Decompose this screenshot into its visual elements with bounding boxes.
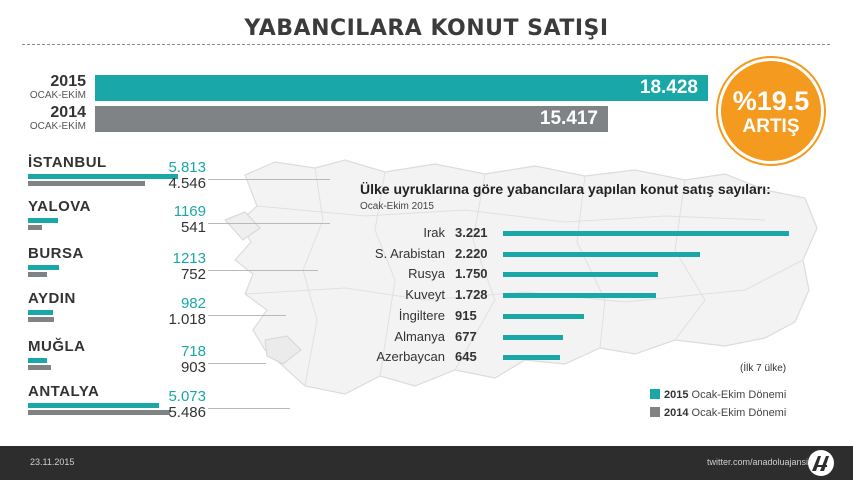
city-leader-line-4 xyxy=(208,363,266,364)
country-bar-2 xyxy=(503,272,658,277)
city-leader-line-1 xyxy=(208,223,330,224)
total-year-label-2014: 2014 OCAK-EKİM xyxy=(10,105,86,133)
city-bar-2015-4 xyxy=(28,358,47,363)
country-bar-4 xyxy=(503,314,584,319)
legend-item-2014: 2014 Ocak-Ekim Dönemi xyxy=(650,407,786,419)
city-value-2015-4: 718 xyxy=(180,343,206,360)
city-bar-2014-3 xyxy=(28,317,54,322)
country-value-2: 1.750 xyxy=(455,266,488,281)
city-leader-line-5 xyxy=(208,408,290,409)
city-bar-2014-2 xyxy=(28,272,47,277)
city-value-2014-2: 752 xyxy=(180,266,206,283)
city-value-2014-4: 903 xyxy=(180,359,206,376)
city-bar-2014-1 xyxy=(28,225,42,230)
city-name-4: MUĞLA xyxy=(28,338,86,355)
footer-date: 23.11.2015 xyxy=(30,457,75,467)
city-bar-2015-5 xyxy=(28,403,159,408)
city-value-2014-5: 5.486 xyxy=(168,404,206,421)
total-period-2014: OCAK-EKİM xyxy=(29,121,86,132)
legend-swatch-2014 xyxy=(650,407,660,417)
country-value-4: 915 xyxy=(455,308,477,323)
turkey-map-icon xyxy=(224,159,818,395)
country-value-3: 1.728 xyxy=(455,287,488,302)
country-label-1: S. Arabistan xyxy=(374,246,445,261)
city-bar-2015-3 xyxy=(28,310,53,315)
city-leader-line-0 xyxy=(208,179,330,180)
footer-bar: 23.11.2015 twitter.com/anadoluajansi xyxy=(0,446,853,480)
city-bar-2015-2 xyxy=(28,265,59,270)
country-chart-subtitle: Ocak-Ekim 2015 xyxy=(360,201,434,212)
total-value-2014: 15.417 xyxy=(539,108,598,129)
city-bar-2015-1 xyxy=(28,218,58,223)
increase-label: ARTIŞ xyxy=(742,116,800,137)
country-bar-6 xyxy=(503,355,560,360)
legend-year-2014: 2014 xyxy=(664,407,689,419)
country-label-5: Almanya xyxy=(394,329,445,344)
country-label-2: Rusya xyxy=(408,266,445,281)
city-value-2015-2: 1213 xyxy=(172,250,206,267)
title-divider xyxy=(22,44,830,45)
aa-logo-icon xyxy=(808,450,834,476)
country-label-6: Azerbaycan xyxy=(376,349,445,364)
city-bar-2014-5 xyxy=(28,410,170,415)
twitter-link[interactable]: twitter.com/anadoluajansi xyxy=(707,457,809,467)
country-label-3: Kuveyt xyxy=(405,287,445,302)
city-bar-2014-0 xyxy=(28,181,145,186)
city-bar-2015-0 xyxy=(28,174,178,179)
total-bar-2015 xyxy=(95,75,708,101)
city-value-2015-0: 5.813 xyxy=(168,159,206,176)
country-value-5: 677 xyxy=(455,329,477,344)
city-value-2015-5: 5.073 xyxy=(168,388,206,405)
city-name-0: İSTANBUL xyxy=(28,154,107,171)
country-value-0: 3.221 xyxy=(455,225,488,240)
country-bar-1 xyxy=(503,252,700,257)
city-value-2015-1: 1169 xyxy=(173,203,206,220)
legend-swatch-2015 xyxy=(650,389,660,399)
city-value-2014-0: 4.546 xyxy=(168,175,206,192)
total-period-2015: OCAK-EKİM xyxy=(29,90,86,101)
city-name-5: ANTALYA xyxy=(28,383,100,400)
city-name-3: AYDIN xyxy=(28,290,76,307)
legend-text-2015: Ocak-Ekim Dönemi xyxy=(691,389,787,401)
increase-percent: %19.5 xyxy=(732,86,810,116)
legend-year-2015: 2015 xyxy=(664,389,689,401)
country-bar-0 xyxy=(503,231,789,236)
legend-text-2014: Ocak-Ekim Dönemi xyxy=(691,407,787,419)
country-chart-title: Ülke uyruklarına göre yabancılara yapıla… xyxy=(360,181,771,197)
country-label-0: Irak xyxy=(423,225,445,240)
page-title: YABANCILARA KONUT SATIŞI xyxy=(244,16,609,41)
city-value-2014-3: 1.018 xyxy=(168,311,206,328)
city-leader-line-3 xyxy=(208,315,286,316)
country-chart-note: (İlk 7 ülke) xyxy=(740,363,787,374)
city-leader-line-2 xyxy=(208,270,318,271)
country-bar-3 xyxy=(503,293,656,298)
city-name-2: BURSA xyxy=(28,245,84,262)
country-bar-5 xyxy=(503,335,563,340)
legend-item-2015: 2015 Ocak-Ekim Dönemi xyxy=(650,389,786,401)
total-year-label-2015: 2015 OCAK-EKİM xyxy=(10,74,86,102)
increase-badge: %19.5 ARTIŞ xyxy=(718,58,824,164)
country-value-1: 2.220 xyxy=(455,246,488,261)
city-value-2015-3: 982 xyxy=(180,295,206,312)
total-year-2014: 2014 xyxy=(50,104,86,121)
city-value-2014-1: 541 xyxy=(180,219,206,236)
city-bar-2014-4 xyxy=(28,365,51,370)
total-year-2015: 2015 xyxy=(50,73,86,90)
total-bar-2014 xyxy=(95,106,608,132)
total-value-2015: 18.428 xyxy=(639,77,698,98)
country-value-6: 645 xyxy=(455,349,477,364)
city-name-1: YALOVA xyxy=(28,198,92,215)
country-label-4: İngiltere xyxy=(398,308,445,323)
